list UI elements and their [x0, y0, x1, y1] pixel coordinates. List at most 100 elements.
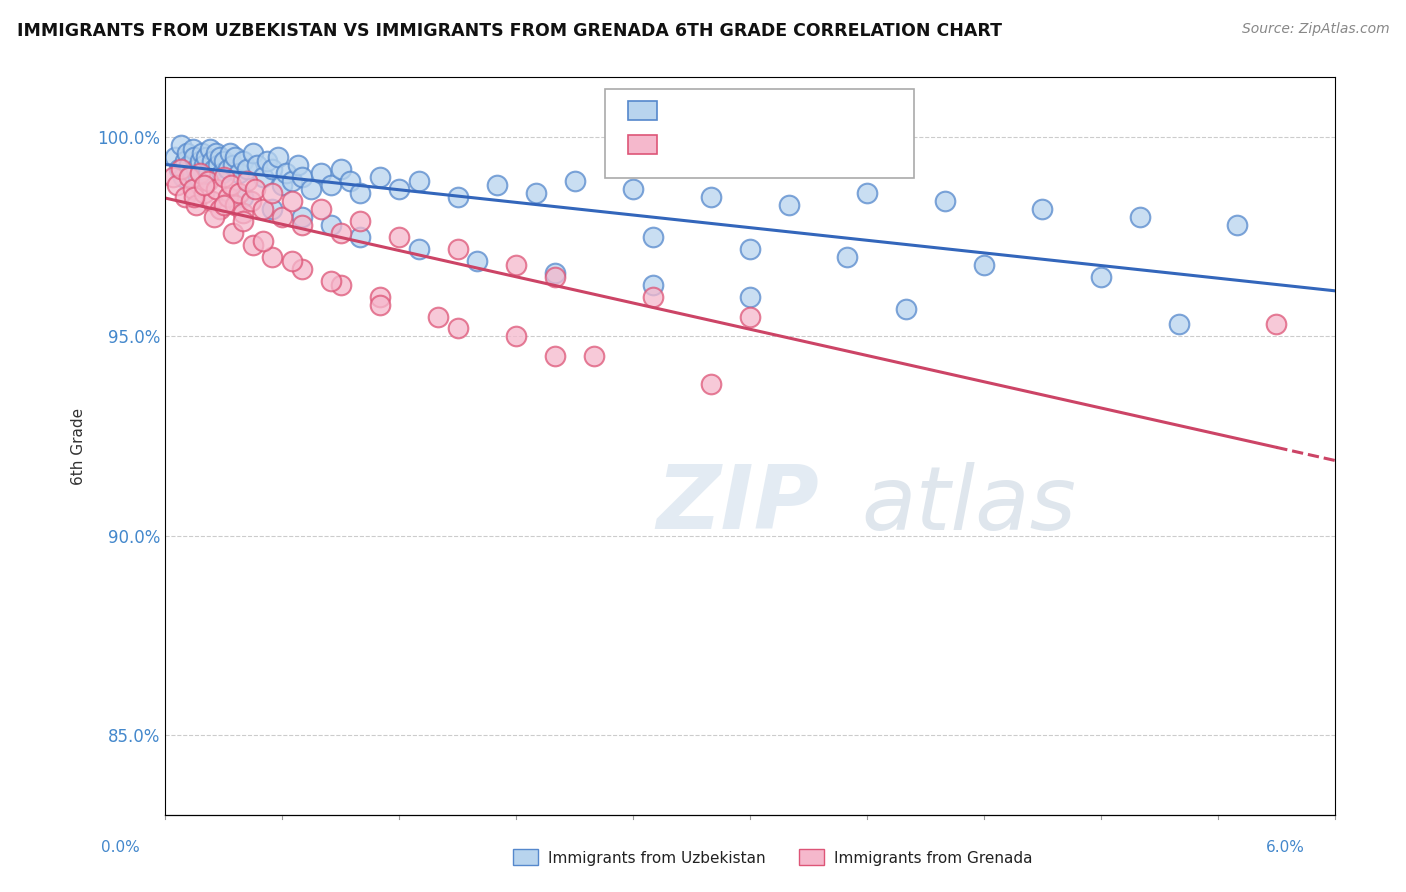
Point: [641, 289, 664, 303]
Point: [162, 169, 184, 184]
Point: [1031, 202, 1053, 216]
Point: [329, 277, 352, 292]
Y-axis label: 6th Grade: 6th Grade: [72, 408, 86, 484]
Point: [349, 229, 371, 244]
Text: IMMIGRANTS FROM UZBEKISTAN VS IMMIGRANTS FROM GRENADA 6TH GRADE CORRELATION CHAR: IMMIGRANTS FROM UZBEKISTAN VS IMMIGRANTS…: [17, 22, 1002, 40]
Point: [446, 190, 468, 204]
Text: R =: R =: [671, 106, 714, 124]
Point: [217, 162, 239, 177]
Point: [183, 190, 205, 204]
Point: [319, 178, 342, 192]
Point: [349, 214, 371, 228]
Point: [181, 182, 204, 196]
Point: [163, 150, 186, 164]
Point: [856, 186, 879, 200]
Point: [339, 174, 361, 188]
Point: [287, 158, 309, 172]
Point: [778, 198, 800, 212]
Point: [252, 169, 274, 184]
Point: [738, 310, 761, 324]
Text: Immigrants from Grenada: Immigrants from Grenada: [834, 851, 1032, 866]
Point: [186, 198, 208, 212]
Point: [973, 258, 995, 272]
Point: [208, 150, 231, 164]
Point: [212, 198, 235, 212]
Point: [281, 174, 304, 188]
Point: [173, 154, 195, 169]
Point: [485, 178, 508, 192]
Point: [1090, 269, 1112, 284]
Point: [738, 289, 761, 303]
Point: [240, 194, 263, 208]
Point: [368, 169, 391, 184]
Point: [177, 169, 200, 184]
Point: [368, 297, 391, 311]
Point: [208, 202, 231, 216]
Point: [427, 310, 450, 324]
Point: [583, 349, 606, 363]
Point: [222, 158, 245, 172]
Point: [252, 202, 274, 216]
Point: [252, 234, 274, 248]
Point: [837, 250, 859, 264]
Point: [201, 154, 224, 169]
Point: [186, 162, 208, 177]
Point: [271, 178, 294, 192]
Point: [700, 377, 723, 392]
Text: atlas: atlas: [860, 462, 1076, 548]
Point: [191, 146, 214, 161]
Point: [329, 162, 352, 177]
Point: [894, 301, 917, 316]
Point: [195, 150, 218, 164]
Point: [368, 289, 391, 303]
Point: [167, 162, 190, 177]
Point: [197, 166, 219, 180]
Point: [232, 190, 254, 204]
Point: [236, 174, 259, 188]
Point: [291, 210, 314, 224]
Point: [228, 186, 250, 200]
Point: [232, 206, 254, 220]
Point: [544, 269, 567, 284]
Text: N =: N =: [804, 106, 848, 124]
Point: [183, 150, 205, 164]
Point: [176, 146, 198, 161]
Point: [193, 186, 215, 200]
Text: 0.0%: 0.0%: [101, 840, 141, 855]
Point: [170, 138, 193, 153]
Point: [205, 146, 228, 161]
Point: [446, 321, 468, 335]
Point: [309, 202, 332, 216]
Point: [544, 349, 567, 363]
Text: Source: ZipAtlas.com: Source: ZipAtlas.com: [1241, 22, 1389, 37]
Point: [177, 158, 200, 172]
Point: [187, 169, 209, 184]
Point: [222, 226, 245, 240]
Text: R =: R =: [671, 140, 714, 158]
Point: [319, 218, 342, 232]
Point: [170, 162, 193, 177]
Point: [291, 218, 314, 232]
Text: N =: N =: [804, 140, 848, 158]
Point: [198, 142, 221, 156]
Text: 81: 81: [853, 106, 886, 124]
Text: 6.0%: 6.0%: [1265, 840, 1305, 855]
Point: [193, 158, 215, 172]
Point: [221, 178, 243, 192]
Point: [291, 169, 314, 184]
Point: [262, 202, 284, 216]
Point: [1167, 318, 1189, 332]
Point: [465, 253, 488, 268]
Point: [564, 174, 586, 188]
Point: [202, 162, 225, 177]
Point: [207, 158, 229, 172]
Point: [243, 182, 266, 196]
Point: [262, 162, 284, 177]
Point: [271, 210, 294, 224]
Point: [281, 194, 304, 208]
Point: [212, 169, 235, 184]
Point: [505, 329, 527, 343]
Point: [291, 261, 314, 276]
Point: [388, 182, 411, 196]
Point: [205, 182, 228, 196]
